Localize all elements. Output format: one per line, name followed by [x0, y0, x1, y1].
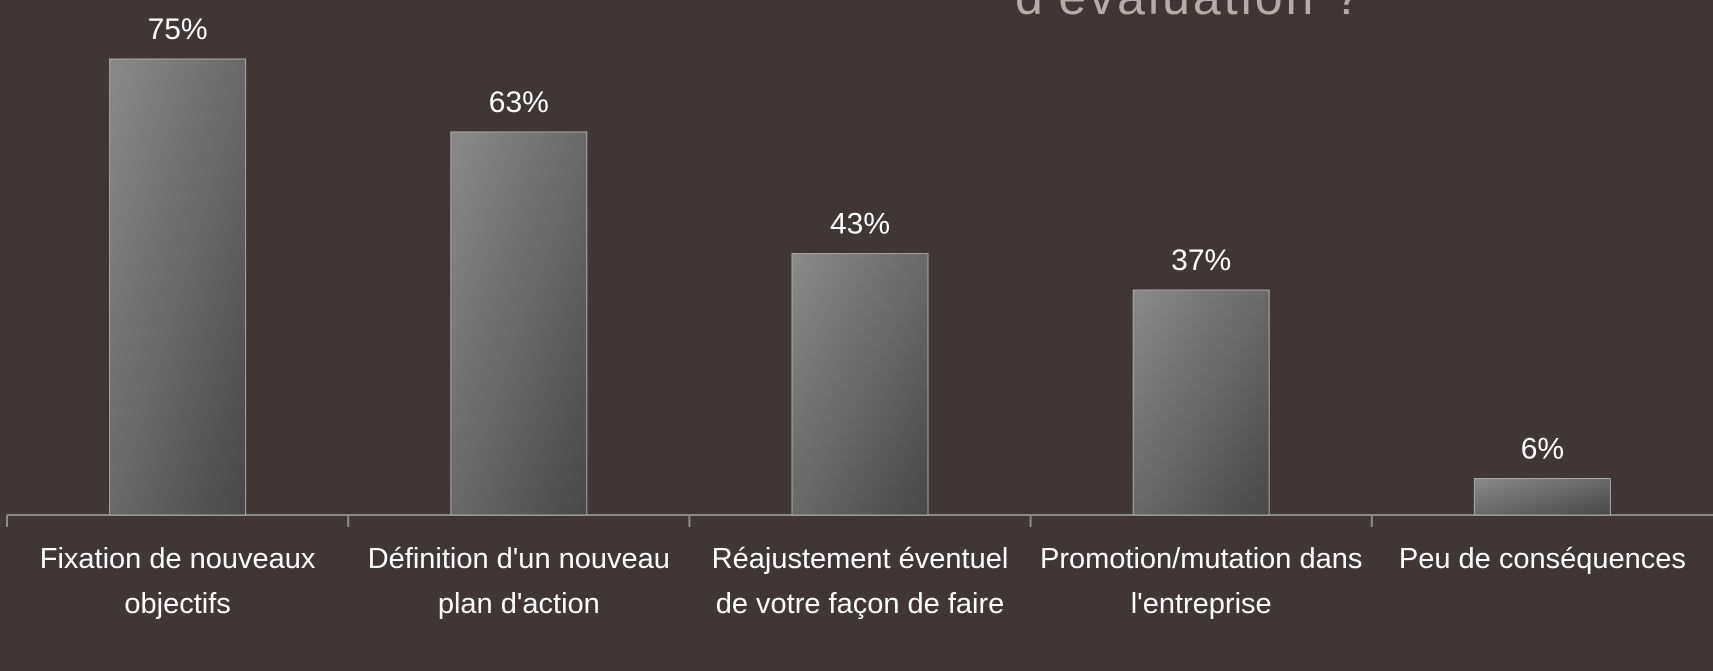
bar	[1132, 289, 1270, 516]
value-label: 63%	[489, 86, 549, 119]
bar	[450, 131, 588, 516]
value-label: 37%	[1171, 244, 1231, 277]
x-tick-label: Peu de conséquences	[1398, 543, 1686, 575]
bar	[791, 253, 929, 516]
x-tick-label: Réajustement éventuel de votre façon de …	[711, 543, 1009, 620]
x-tick-label: Fixation de nouveaux objectifs	[39, 543, 316, 620]
x-tick-label: Définition d'un nouveau plan d'action	[367, 543, 670, 620]
bar	[1473, 478, 1611, 516]
chart-title: d'évaluation ?	[1015, 0, 1364, 25]
bar	[109, 58, 247, 516]
x-tick-label: Promotion/mutation dans l'entreprise	[1039, 543, 1363, 620]
value-label: 6%	[1521, 433, 1564, 466]
value-label: 43%	[830, 208, 890, 241]
value-label: 75%	[148, 13, 208, 46]
